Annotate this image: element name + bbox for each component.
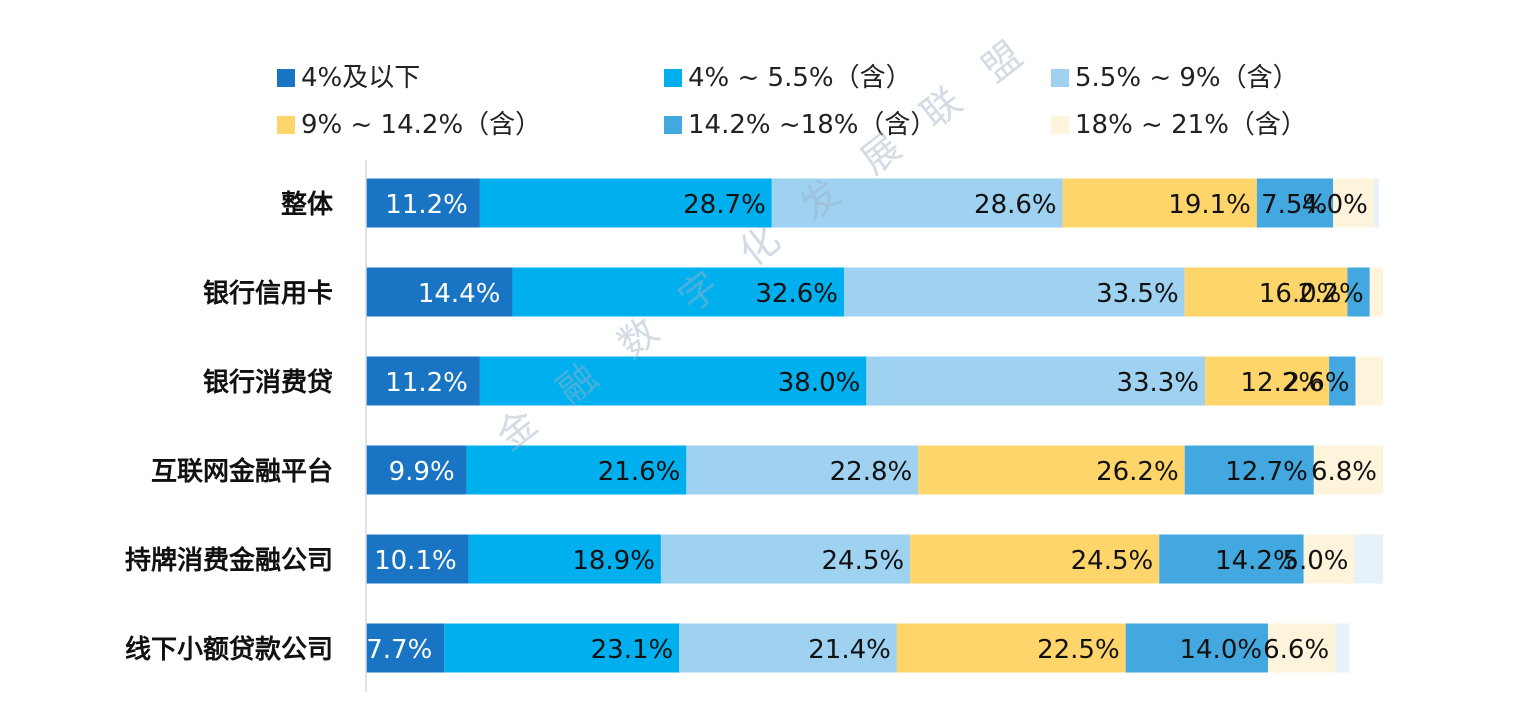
bar-segment (1268, 623, 1336, 673)
category-label: 银行消费贷 (203, 367, 333, 398)
data-label: 7.7% (366, 635, 432, 665)
bar-segment (1347, 267, 1370, 317)
data-label: 12.2% (1240, 368, 1323, 398)
data-label: 9.9% (389, 457, 455, 487)
data-label: 4.0% (1302, 190, 1368, 220)
bar-segment (366, 356, 480, 406)
bar-segment (466, 445, 687, 495)
bar-segment (366, 178, 480, 228)
bar-segment (479, 178, 772, 228)
category-label: 整体 (281, 189, 334, 220)
data-label: 24.5% (821, 546, 904, 576)
bar-segment (896, 623, 1126, 673)
bar-segment (1062, 178, 1257, 228)
value-labels: 11.2% 28.7% 28.6% 19.1% 7.5%4.0% 14.4% 32.6% 33… (366, 190, 1377, 665)
bar-segment (479, 356, 867, 406)
legend-label: 4% ~ 5.5%（含） (688, 63, 912, 93)
bar-segment (686, 445, 919, 495)
data-label: 33.5% (1096, 279, 1179, 309)
bars (366, 178, 1383, 673)
bar-segment (1354, 534, 1383, 584)
category-label: 线下小额贷款公司 (125, 634, 333, 665)
bar-segment (1335, 623, 1350, 673)
bar-segment (1184, 445, 1314, 495)
bar-segment (1125, 623, 1269, 673)
bar-segment (1313, 445, 1383, 495)
data-label: 5.0% (1282, 546, 1348, 576)
bar-segment (1369, 267, 1383, 317)
category-label: 互联网金融平台 (151, 456, 333, 487)
data-label: 21.6% (598, 457, 681, 487)
legend-swatch (277, 69, 295, 87)
data-label: 23.1% (591, 635, 674, 665)
data-label: 28.7% (683, 190, 766, 220)
data-label: 33.3% (1116, 368, 1199, 398)
data-label: 22.5% (1037, 635, 1120, 665)
data-label: 14.2% (1215, 546, 1298, 576)
data-label: 22.8% (830, 457, 913, 487)
bar-segment (771, 178, 1063, 228)
legend-swatch (664, 69, 682, 87)
bar-segment (1333, 178, 1374, 228)
data-label: 14.4% (418, 279, 501, 309)
data-label: 14.0% (1179, 635, 1262, 665)
bar-segment (444, 623, 680, 673)
data-label: 19.1% (1168, 190, 1251, 220)
bar-segment (843, 267, 1185, 317)
watermark-char: 盟 (973, 33, 1030, 91)
data-label: 28.6% (974, 190, 1057, 220)
data-label: 18.9% (572, 546, 655, 576)
bar-segment (1256, 178, 1334, 228)
data-label: 6.8% (1311, 457, 1377, 487)
bar-segment (366, 267, 513, 317)
data-label: 38.0% (778, 368, 861, 398)
bar-segment (660, 534, 911, 584)
data-label: 6.6% (1263, 635, 1329, 665)
category-label: 银行信用卡 (203, 278, 333, 309)
legend-swatch (277, 116, 295, 134)
bar-segment (679, 623, 897, 673)
data-label: 32.6% (755, 279, 838, 309)
bar-segment (1355, 356, 1383, 406)
bar-segment (918, 445, 1185, 495)
bar-segment (1303, 534, 1355, 584)
bar-segment (1184, 267, 1348, 317)
data-label: 10.1% (374, 546, 457, 576)
legend-label: 5.5% ~ 9%（含） (1075, 63, 1299, 93)
legend-label: 14.2% ~18%（含） (688, 110, 936, 140)
bar-segment (366, 445, 467, 495)
bar-segment (910, 534, 1160, 584)
data-label: 24.5% (1071, 546, 1154, 576)
legend-label: 9% ~ 14.2%（含） (301, 110, 541, 140)
data-label: 16.0% (1259, 279, 1342, 309)
data-label: 21.4% (808, 635, 891, 665)
bar-segment (1205, 356, 1330, 406)
bar-segment (1329, 356, 1356, 406)
data-label: 2.2% (1298, 279, 1364, 309)
bar-segment (366, 534, 469, 584)
bar-segment (468, 534, 661, 584)
legend-label: 4%及以下 (301, 63, 420, 93)
bar-segment (366, 623, 445, 673)
data-label: 26.2% (1096, 457, 1179, 487)
data-label: 11.2% (385, 190, 468, 220)
data-label: 2.6% (1283, 368, 1349, 398)
legend-label: 18% ~ 21%（含） (1075, 110, 1307, 140)
data-label: 11.2% (385, 368, 468, 398)
legend: 4%及以下 4% ~ 5.5%（含） 5.5% ~ 9%（含） 9% ~ 14.2%（… (277, 63, 1307, 140)
data-label: 12.7% (1225, 457, 1308, 487)
bar-segment (866, 356, 1206, 406)
category-label: 持牌消费金融公司 (125, 545, 333, 576)
data-label: 7.5% (1261, 190, 1327, 220)
legend-swatch (1051, 69, 1069, 87)
bar-segment (1159, 534, 1304, 584)
bar-segment (512, 267, 844, 317)
legend-swatch (1051, 116, 1069, 134)
legend-swatch (664, 116, 682, 134)
bar-segment (1373, 178, 1379, 228)
